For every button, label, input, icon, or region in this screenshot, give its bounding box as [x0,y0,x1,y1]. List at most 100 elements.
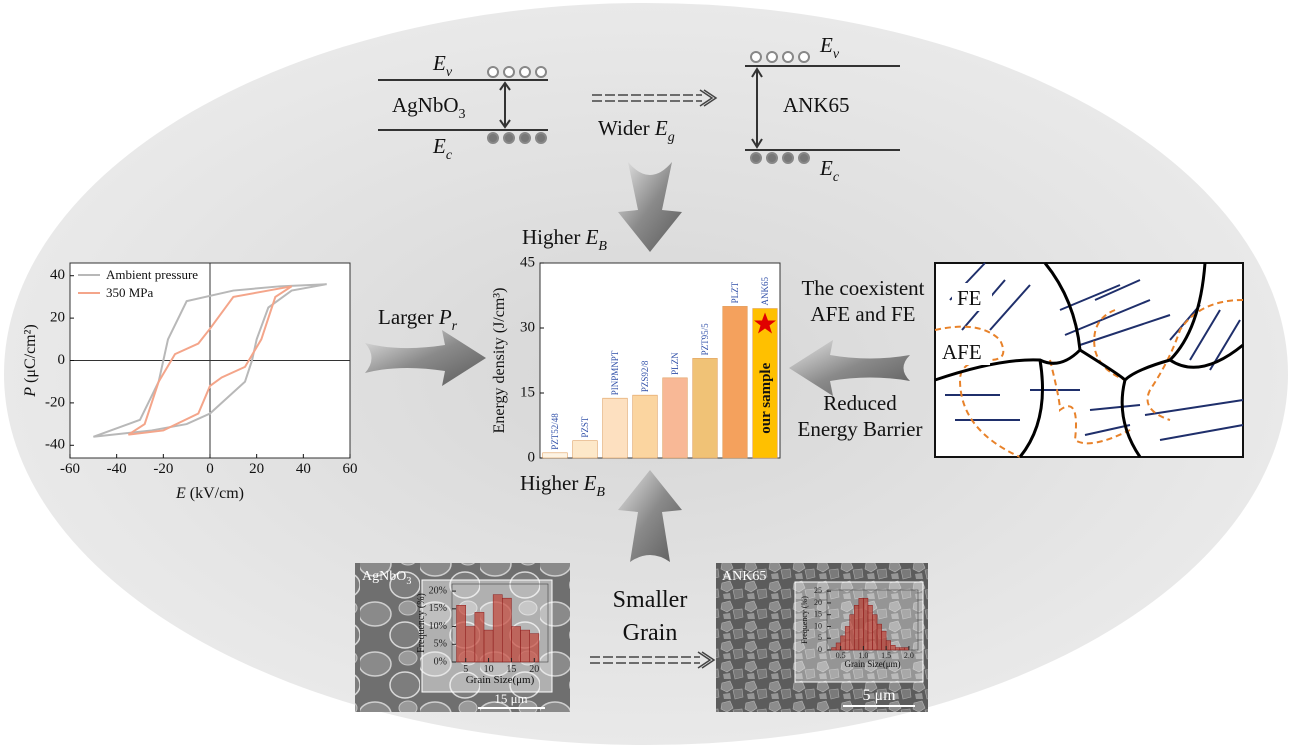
text: (kV/cm) [186,485,244,502]
hist-bar [863,598,868,650]
hist-bar [854,605,859,650]
image-label: ANK65 [722,569,766,584]
symbol: E [583,471,597,495]
x-tick-label: 60 [343,461,358,477]
x-axis-label: Grain Size(μm) [844,659,900,669]
category-label: PZT52/48 [550,413,560,450]
x-tick-label: -60 [60,461,80,477]
category-label: PLZN [670,352,680,375]
subscript: v [446,65,453,80]
barrier-label: Reduced [823,391,897,415]
subscript: c [446,148,453,163]
text: Larger [378,305,439,329]
category-label: PZT95/5 [700,323,710,356]
hist-bar [845,626,850,650]
y-tick-label: 5 [818,633,822,642]
x-tick-label: 20 [249,461,264,477]
y-tick-label: 0% [434,656,447,667]
hist-bar [868,605,873,650]
fe-label: FE [957,286,982,310]
text: (μC/cm²) [22,324,39,387]
material: AgNbO [392,93,459,117]
x-tick-label: -40 [107,461,127,477]
hist-bar [873,615,878,650]
category-label: PLZT [730,281,740,303]
symbol: E [432,51,446,75]
category-label: ANK65 [760,277,770,306]
subscript: c [833,170,840,185]
coexist-label: The coexistent [801,276,924,300]
x-tick-label: 0 [206,461,214,477]
hist-bar [530,634,539,662]
bar [633,395,658,458]
x-tick-label: 2.0 [904,651,914,660]
hist-bar [900,648,905,650]
y-axis-label: P (μC/cm²) [22,324,39,397]
subscript: v [833,47,840,62]
symbol: E [585,225,599,249]
y-tick-label: 15% [429,603,447,614]
hist-bar [859,598,864,650]
symbol: E [819,156,833,180]
material-label: ANK65 [783,93,850,117]
x-tick-label: -20 [153,461,173,477]
hist-bar [521,630,530,662]
y-tick-label: 15 [814,610,822,619]
barrier-label: Energy Barrier [798,417,923,441]
subscript: B [598,239,607,254]
y-tick-label: 5% [434,639,447,650]
hist-bar [891,645,896,650]
symbol: E [432,134,446,158]
hist-bar [484,630,493,662]
y-tick-label: 10 [814,621,822,630]
x-tick-label: 40 [296,461,311,477]
legend-label: Ambient pressure [106,267,198,282]
hist-bar [475,612,484,662]
hist-bar [836,643,841,650]
y-tick-label: -40 [45,437,65,453]
annotation: our sample [758,362,774,433]
grain-label: Smaller [613,587,688,613]
y-tick-label: 45 [520,254,535,270]
y-tick-label: -20 [45,394,65,410]
subscript: 3 [406,576,411,587]
material: AgNbO [362,569,406,584]
y-tick-label: 0 [528,449,536,465]
afe-label: AFE [942,340,982,364]
hist-bar [882,631,887,650]
hist-bar [841,636,846,650]
y-tick-label: 20 [814,598,822,607]
symbol: E [819,33,833,57]
category-label: PZST [580,416,590,438]
y-tick-label: 25 [814,586,822,595]
page: { "chart_data": [ {"type": "line", "xlab… [0,0,1292,747]
text: Higher [520,471,584,495]
hist-bar [502,598,511,662]
category-label: PZS92/8 [640,360,650,392]
y-tick-label: 0 [58,352,66,368]
bar [663,378,688,458]
hist-bar [904,648,909,650]
hist-bar [493,595,502,662]
hist-bar [877,624,882,650]
y-tick-label: 20 [50,310,65,326]
grain-label: Grain [623,620,678,646]
symbol: E [654,116,668,140]
bar [573,441,598,458]
text: Wider [598,116,655,140]
y-tick-label: 10% [429,621,447,632]
coexist-label: AFE and FE [811,302,916,326]
hist-bar [886,641,891,650]
legend-label: 350 MPa [106,285,154,300]
category-label: PINPMNPT [610,350,620,395]
symbol: E [175,485,186,502]
x-axis-label: Grain Size(μm) [466,674,535,686]
symbol: P [438,305,452,329]
y-tick-label: 40 [50,267,65,283]
y-tick-label: 15 [520,384,535,400]
hist-bar [466,627,475,662]
scale-label: 5 μm [862,687,896,704]
y-tick-label: 30 [520,319,535,335]
text: Higher [522,225,586,249]
hist-bar [895,648,900,650]
